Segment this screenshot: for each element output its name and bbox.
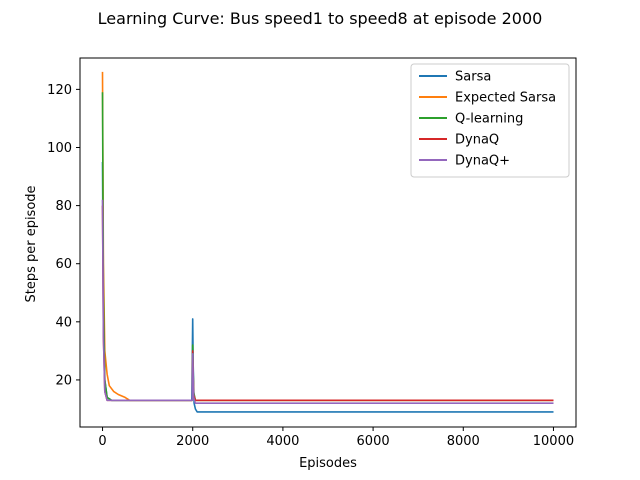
- y-tick-label: 100: [47, 141, 72, 156]
- x-tick-label: 0: [98, 434, 106, 449]
- plot-frame: [79, 57, 577, 428]
- axes: 0 2000 4000 6000 8000 10000 20 40 60 80 100 120: [47, 57, 577, 449]
- y-tick-label: 20: [55, 373, 72, 388]
- legend-label: Sarsa: [455, 70, 491, 85]
- legend-box: [410, 63, 570, 178]
- series-line-4: [101, 199, 554, 404]
- series-line-0: [101, 161, 554, 413]
- y-tick-label: 40: [55, 315, 72, 330]
- y-tick-label: 80: [55, 199, 72, 214]
- x-tick-label: 10000: [533, 434, 574, 449]
- legend-label: DynaQ: [455, 133, 499, 148]
- plot-lines: [101, 71, 554, 413]
- legend-label: DynaQ+: [455, 154, 510, 169]
- legend: Sarsa Expected Sarsa Q-learning DynaQ DynaQ+: [410, 63, 570, 178]
- chart-title: Learning Curve: Bus speed1 to speed8 at …: [98, 9, 543, 28]
- x-tick-label: 8000: [447, 434, 480, 449]
- y-tick-label: 120: [47, 83, 72, 98]
- series-line-3: [101, 205, 554, 402]
- x-tick-label: 4000: [266, 434, 299, 449]
- x-tick-label: 2000: [176, 434, 209, 449]
- y-axis-label: Steps per episode: [24, 185, 39, 302]
- y-tick-label: 60: [55, 257, 72, 272]
- x-axis-label: Episodes: [299, 456, 357, 471]
- x-tick-label: 6000: [357, 434, 390, 449]
- legend-label: Expected Sarsa: [455, 91, 556, 106]
- legend-label: Q-learning: [455, 112, 523, 127]
